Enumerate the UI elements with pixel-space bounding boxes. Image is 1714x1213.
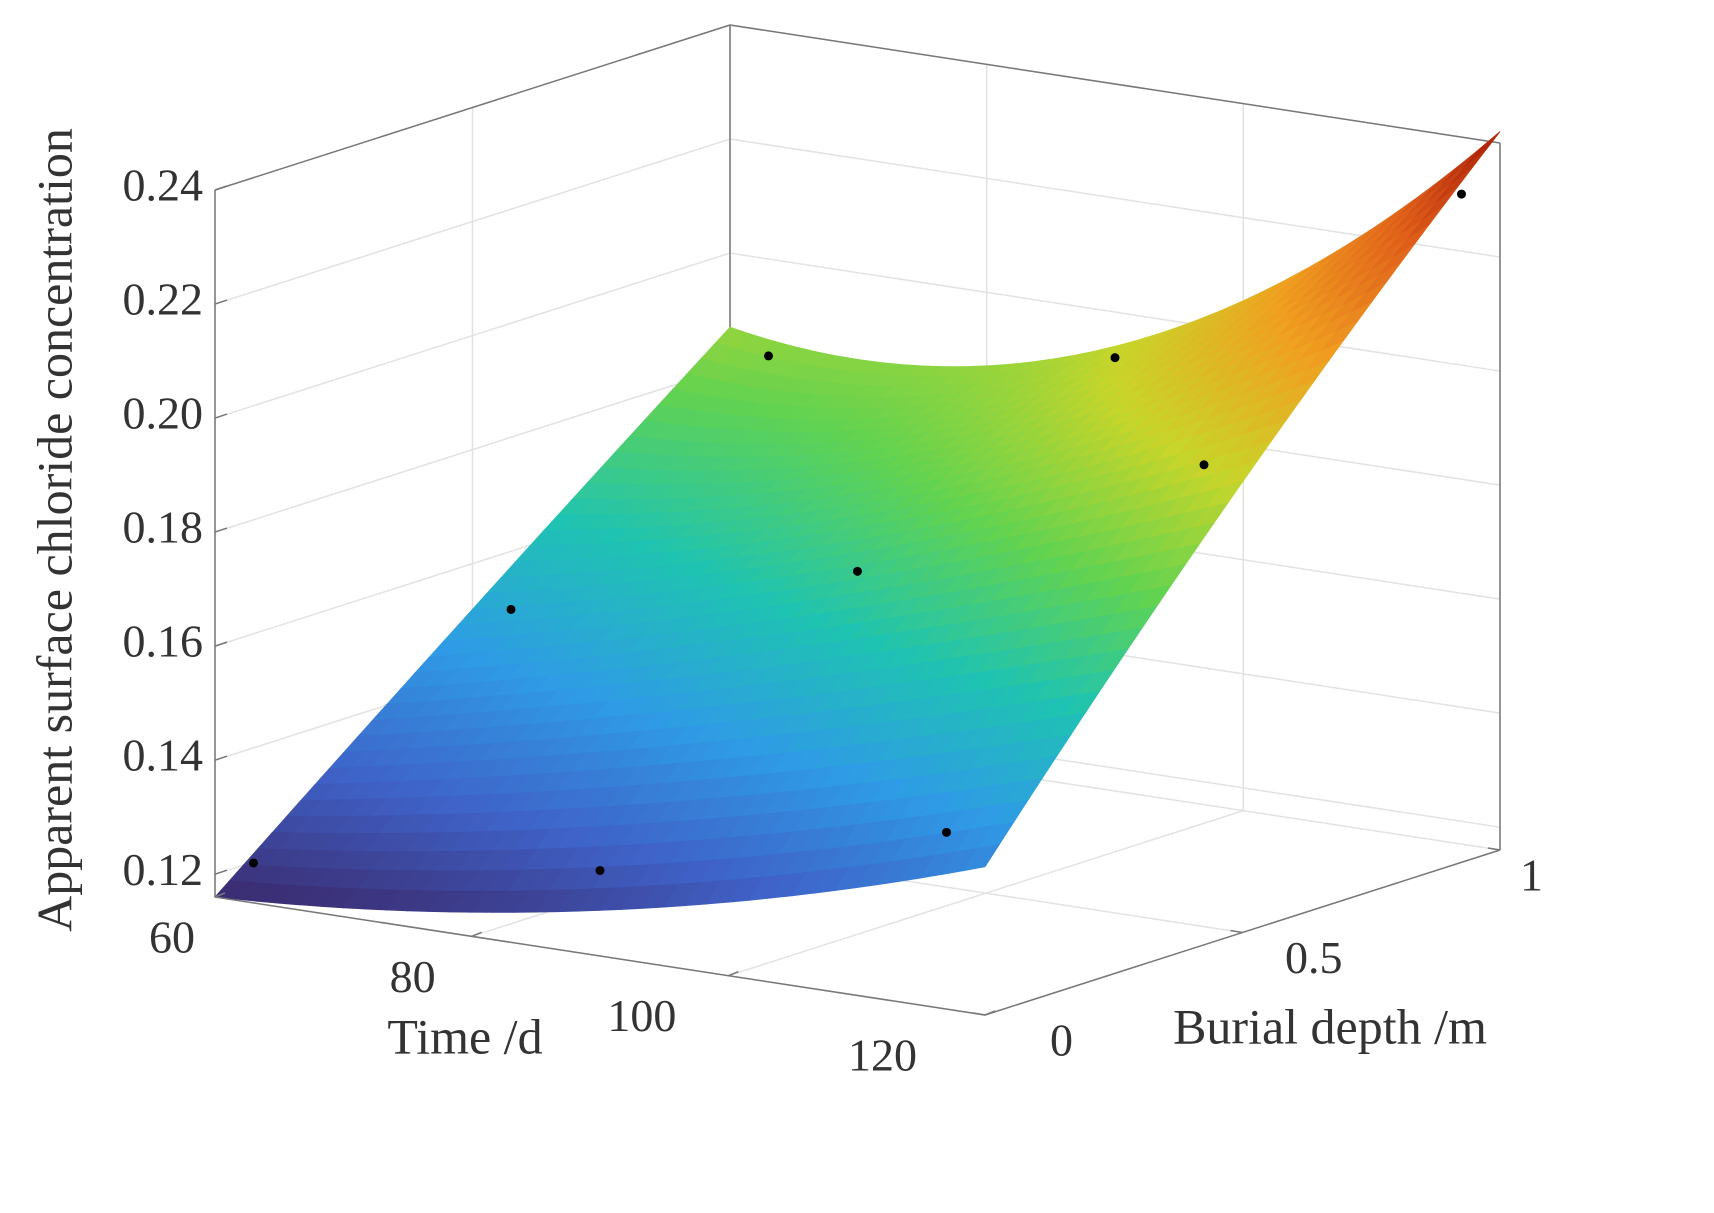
z-tick-label: 0.24	[123, 160, 204, 211]
tick-mark	[984, 1010, 996, 1016]
x-tick-label: 80	[390, 951, 436, 1002]
tick-mark	[728, 970, 739, 977]
tick-mark	[214, 641, 228, 647]
z-tick-label: 0.12	[123, 844, 204, 895]
tick-mark	[1230, 929, 1243, 934]
data-point	[1110, 353, 1120, 363]
box-edge	[214, 24, 731, 191]
tick-mark	[1487, 847, 1501, 851]
tick-mark	[214, 413, 228, 419]
z-tick-label: 0.14	[123, 730, 204, 781]
z-tick-label: 0.20	[123, 388, 204, 439]
data-point	[853, 566, 862, 576]
tick-mark	[214, 755, 228, 761]
surface-patch	[1449, 149, 1487, 186]
z-tick-label: 0.18	[123, 502, 204, 553]
z-tick-label: 0.16	[123, 616, 204, 667]
z-tick-label: 0.22	[123, 274, 204, 325]
data-point	[506, 604, 516, 614]
y-tick-label: 0.5	[1285, 932, 1343, 983]
x-axis	[214, 896, 986, 1016]
tick-mark	[214, 299, 228, 305]
surface-patch	[962, 843, 1001, 872]
x-axis-title: Time /d	[387, 1008, 542, 1064]
tick-mark	[214, 527, 228, 533]
data-point	[942, 827, 951, 837]
y-axis-title: Burial depth /m	[1173, 998, 1487, 1054]
data-point	[595, 865, 605, 875]
data-point	[1457, 189, 1466, 199]
data-point	[249, 858, 258, 868]
tick-mark	[972, 1012, 986, 1016]
data-point	[1199, 460, 1209, 470]
tick-mark	[214, 892, 226, 898]
surface	[214, 131, 1501, 913]
tick-mark	[214, 869, 228, 875]
y-tick-label: 0	[1050, 1015, 1073, 1066]
x-tick-label: 100	[607, 990, 676, 1041]
x-tick-label: 120	[848, 1030, 917, 1081]
data-point	[764, 351, 773, 361]
tick-mark	[214, 185, 228, 191]
grid-line	[729, 252, 1501, 372]
y-tick-label: 1	[1520, 850, 1543, 901]
z-axis-title: Apparent surface chloride concentration	[26, 128, 82, 932]
x-tick-label: 60	[149, 912, 195, 963]
tick-mark	[471, 931, 482, 938]
surface-patch	[1463, 131, 1501, 168]
box-edge	[729, 24, 1501, 144]
